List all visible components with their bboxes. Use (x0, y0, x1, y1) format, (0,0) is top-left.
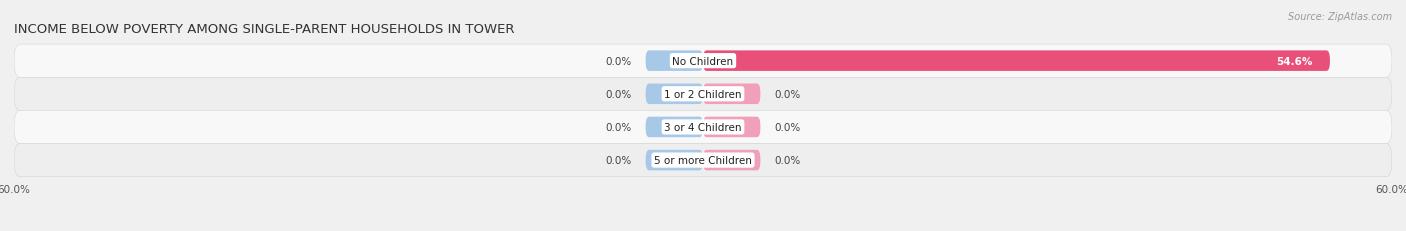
Text: INCOME BELOW POVERTY AMONG SINGLE-PARENT HOUSEHOLDS IN TOWER: INCOME BELOW POVERTY AMONG SINGLE-PARENT… (14, 23, 515, 36)
Text: 5 or more Children: 5 or more Children (654, 155, 752, 165)
FancyBboxPatch shape (645, 51, 703, 72)
Text: 0.0%: 0.0% (606, 89, 631, 99)
FancyBboxPatch shape (703, 117, 761, 138)
Text: 54.6%: 54.6% (1277, 56, 1313, 66)
FancyBboxPatch shape (703, 150, 761, 171)
FancyBboxPatch shape (645, 84, 703, 105)
FancyBboxPatch shape (14, 144, 1392, 177)
FancyBboxPatch shape (703, 51, 1330, 72)
Text: 0.0%: 0.0% (775, 122, 800, 132)
Text: 0.0%: 0.0% (775, 155, 800, 165)
FancyBboxPatch shape (703, 84, 761, 105)
Text: 0.0%: 0.0% (606, 56, 631, 66)
Text: 0.0%: 0.0% (606, 155, 631, 165)
FancyBboxPatch shape (14, 111, 1392, 144)
Text: 0.0%: 0.0% (775, 89, 800, 99)
FancyBboxPatch shape (14, 45, 1392, 78)
FancyBboxPatch shape (645, 150, 703, 171)
FancyBboxPatch shape (14, 78, 1392, 111)
Text: No Children: No Children (672, 56, 734, 66)
Text: 1 or 2 Children: 1 or 2 Children (664, 89, 742, 99)
Text: Source: ZipAtlas.com: Source: ZipAtlas.com (1288, 12, 1392, 21)
Text: 3 or 4 Children: 3 or 4 Children (664, 122, 742, 132)
Text: 0.0%: 0.0% (606, 122, 631, 132)
FancyBboxPatch shape (645, 117, 703, 138)
